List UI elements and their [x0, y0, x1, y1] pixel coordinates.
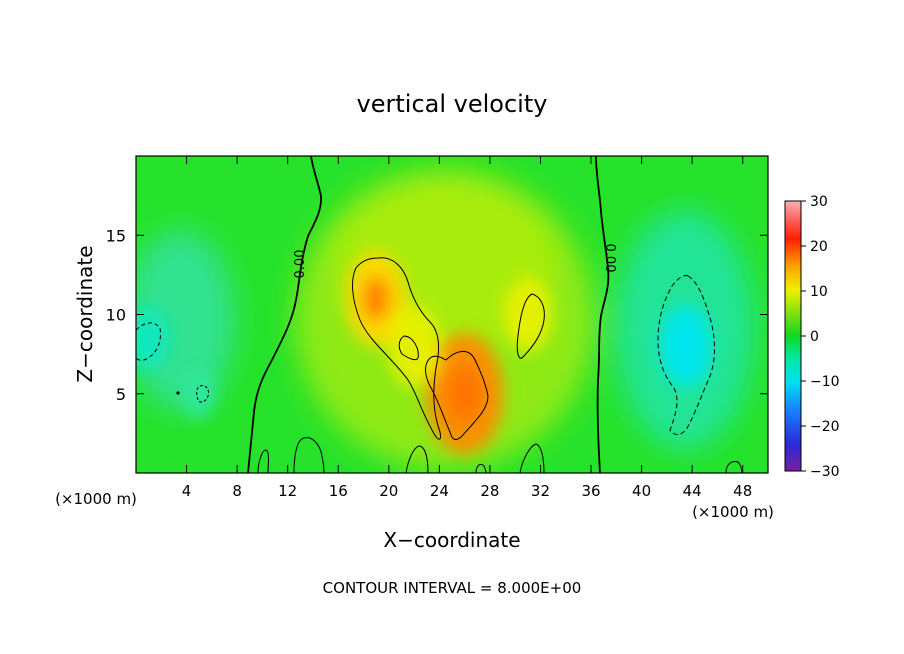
contour-interval-note: CONTOUR INTERVAL = 8.000E+00: [323, 579, 582, 597]
x-tick-label: 24: [430, 482, 449, 500]
x-tick-label: 40: [632, 482, 651, 500]
contour-downdraft-left: [136, 322, 161, 361]
y-tick-label: 10: [106, 306, 126, 325]
colorbar-tick-label: −20: [810, 419, 840, 435]
updraft-blob: [387, 305, 441, 388]
contour-updraft-lower: [425, 351, 489, 440]
contour-surface-cell: [257, 449, 269, 473]
x-unit-label-right: (×1000 m): [692, 503, 774, 521]
contour-downdraft-small: [196, 385, 209, 403]
contour-surface-cell: [293, 437, 325, 473]
field-tint: [136, 230, 235, 410]
x-tick-label: 20: [379, 482, 398, 500]
contour-small-cell: [398, 335, 419, 361]
contour-updraft-right: [516, 293, 545, 359]
colorbar-tick-label: −10: [810, 374, 840, 390]
x-tick-label: 36: [581, 482, 600, 500]
contour-labels: 0.00 0.00: [293, 244, 617, 279]
x-axis: 4 8 12 16 20 24 28 32 36 40 44 48: [182, 156, 752, 500]
x-axis-label: X−coordinate: [383, 528, 520, 552]
x-tick-label: 12: [278, 482, 297, 500]
contour-label-left: 0.00: [293, 250, 308, 279]
colorbar-tick-label: 30: [810, 194, 828, 210]
y-axis-label: Z−coordinate: [73, 245, 97, 382]
colorbar-tick-label: 20: [810, 239, 828, 255]
colorbar: [784, 200, 802, 472]
zero-contour-left: [247, 156, 322, 473]
colorbar-tick-label: 10: [810, 284, 828, 300]
colorbar-ticks: 30 20 10 0 −10 −20 −30: [801, 194, 840, 480]
x-tick-label: 28: [480, 482, 499, 500]
x-tick-label: 44: [683, 482, 702, 500]
heatmap-field: [136, 156, 768, 473]
chart-title: vertical velocity: [357, 90, 548, 118]
contour-updraft-upper: [352, 257, 441, 440]
updraft-core: [447, 364, 482, 423]
x-tick-label: 4: [182, 482, 192, 500]
downdraft-blob: [183, 369, 216, 419]
downdraft-blob: [659, 305, 713, 388]
contour-downdraft-right: [657, 275, 715, 435]
colorbar-tick-label: −30: [810, 464, 840, 480]
y-axis: 5 10 15: [106, 226, 768, 404]
x-tick-label: 32: [531, 482, 550, 500]
x-tick-label: 48: [733, 482, 752, 500]
downdraft-blob: [136, 307, 169, 370]
colorbar-tick-label: 0: [810, 329, 819, 345]
contour-label-right: 0.00: [602, 244, 617, 273]
x-unit-label: (×1000 m): [55, 490, 137, 508]
y-tick-label: 15: [106, 226, 126, 245]
contour-surface-cell: [475, 463, 487, 473]
contour-surface-cell: [519, 443, 545, 473]
contour-dot: [176, 391, 180, 395]
y-tick-label: 5: [116, 385, 126, 404]
x-tick-label: 16: [329, 482, 348, 500]
contour-surface-cell: [725, 461, 743, 473]
contour-surface-cell: [405, 445, 429, 473]
updraft-core: [362, 275, 390, 322]
x-tick-label: 8: [232, 482, 242, 500]
zero-contour-right: [595, 156, 610, 473]
